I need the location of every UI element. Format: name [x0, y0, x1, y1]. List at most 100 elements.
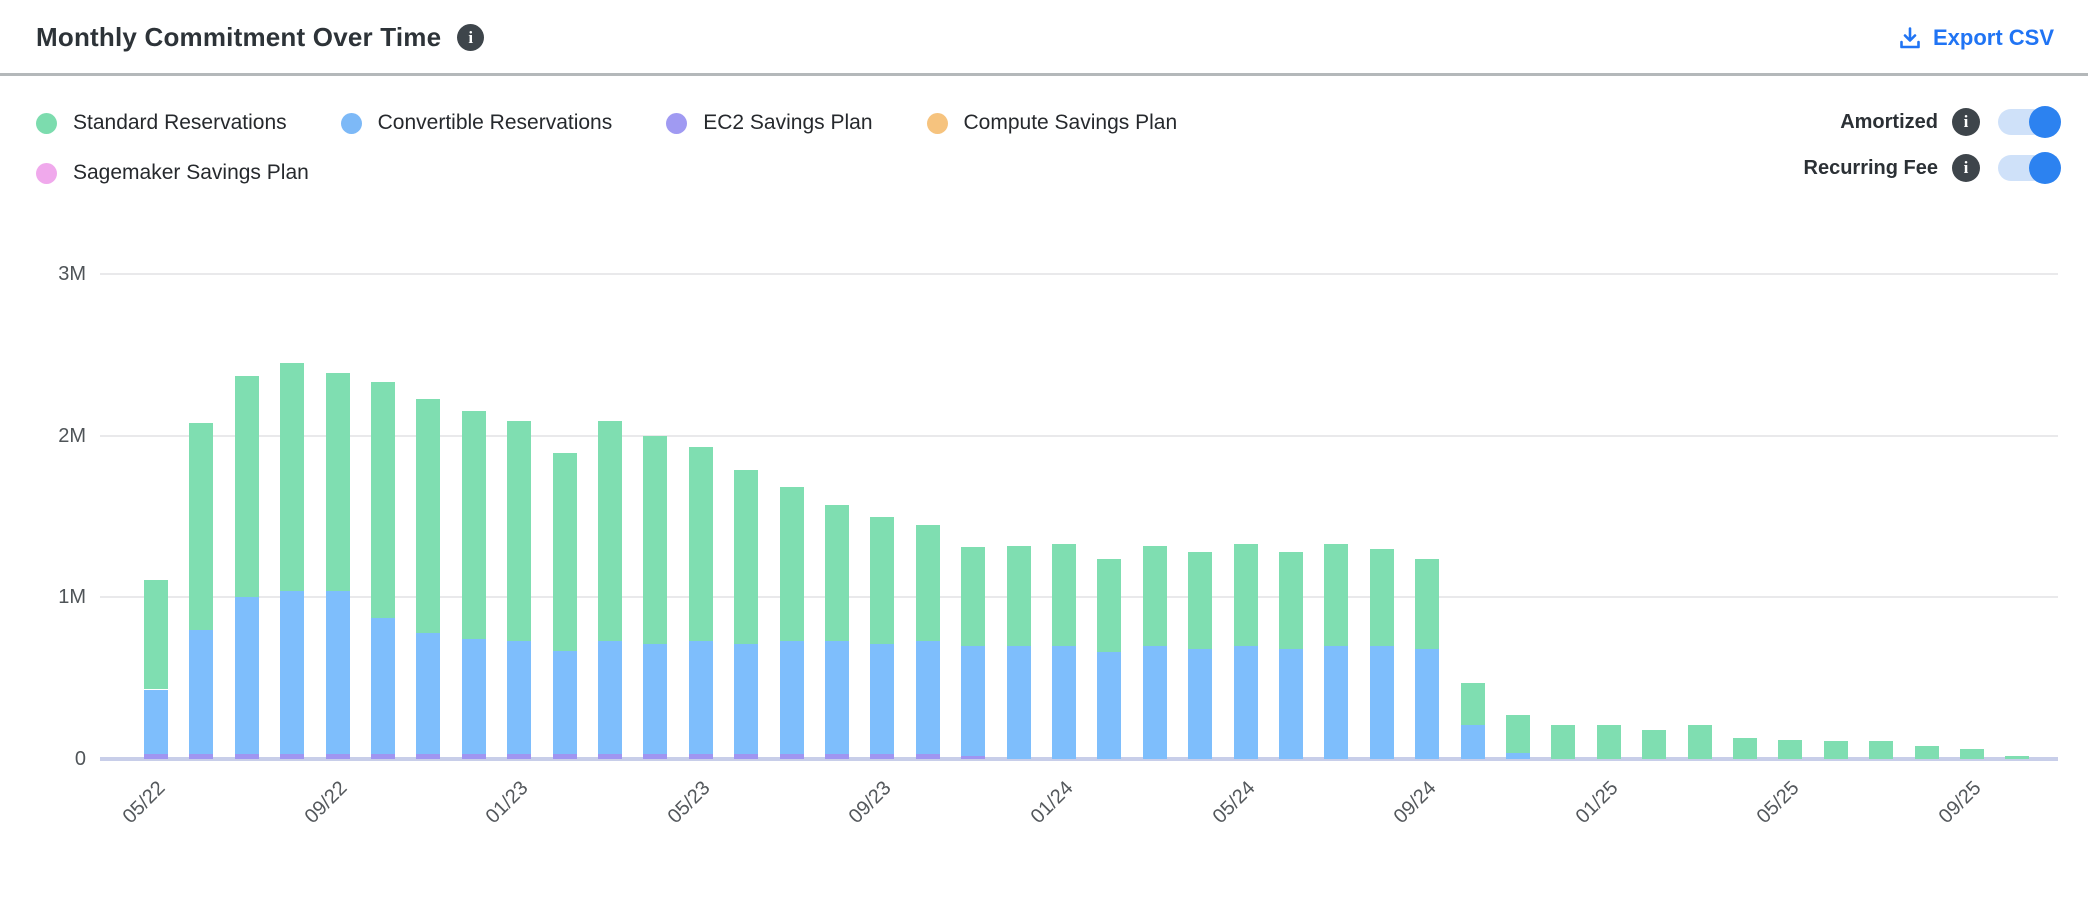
bar-segment — [2005, 755, 2030, 759]
bar-02-25[interactable] — [1642, 274, 1667, 759]
y-axis-tick-2M: 2M — [58, 424, 86, 447]
bar-segment — [1097, 558, 1122, 653]
legend-item-convertible-reservations[interactable]: Convertible Reservations — [340, 106, 612, 140]
bar-segment — [371, 382, 395, 619]
bar-segment — [1551, 725, 1576, 759]
bar-07-25[interactable] — [1869, 274, 1894, 759]
recurring-fee-toggle[interactable] — [1998, 152, 2061, 184]
bar-03-25[interactable] — [1687, 274, 1712, 759]
bar-segment — [416, 754, 441, 759]
toggle-panel: Amortized Recurring Fee — [1804, 106, 2061, 184]
commitment-chart: 05/22 09/22 01/23 05/23 09/23 01/24 05/24 09/24… — [0, 214, 2088, 874]
legend-label: EC2 Savings Plan — [703, 111, 873, 134]
bar-04-25[interactable] — [1733, 274, 1757, 759]
bar-11-22[interactable] — [416, 274, 441, 759]
bar-07-23[interactable] — [779, 274, 804, 759]
bar-segment — [688, 641, 713, 755]
bar-02-23[interactable] — [552, 274, 577, 759]
convertible-reservations-dot-icon — [340, 112, 362, 134]
legend-item-sagemaker-savings-plan[interactable]: Sagemaker Savings Plan — [36, 156, 309, 190]
bar-segment — [1097, 652, 1122, 759]
bar-10-22[interactable] — [371, 274, 395, 759]
bar-segment — [1596, 725, 1621, 759]
bar-10-23[interactable] — [915, 274, 940, 759]
x-axis-tick-05-23: 05/23 — [663, 777, 715, 828]
bar-11-23[interactable] — [961, 274, 986, 759]
bar-12-22[interactable] — [461, 274, 486, 759]
bar-segment — [234, 597, 259, 755]
bar-segment — [507, 754, 532, 759]
y-axis-tick-1M: 1M — [58, 586, 86, 609]
bar-01-24[interactable] — [1052, 274, 1076, 759]
bar-segment — [325, 754, 350, 759]
bar-08-24[interactable] — [1369, 274, 1394, 759]
amortized-toggle[interactable] — [1998, 106, 2061, 138]
bar-segment — [643, 754, 668, 759]
legend-item-compute-savings-plan[interactable]: Compute Savings Plan — [926, 106, 1177, 140]
amortized-toggle-knob — [2029, 106, 2061, 138]
bar-05-23[interactable] — [688, 274, 713, 759]
bar-07-24[interactable] — [1324, 274, 1349, 759]
bar-01-23[interactable] — [507, 274, 532, 759]
bar-09-25[interactable] — [1960, 274, 1984, 759]
bar-segment — [825, 641, 849, 755]
legend-item-standard-reservations[interactable]: Standard Reservations — [36, 106, 287, 140]
bar-segment — [234, 754, 259, 759]
toggle-row-amortized: Amortized — [1804, 106, 2061, 138]
bar-03-23[interactable] — [598, 274, 622, 759]
bar-segment — [734, 754, 759, 759]
bar-02-24[interactable] — [1097, 274, 1122, 759]
bar-06-22[interactable] — [189, 274, 214, 759]
bar-08-25[interactable] — [1914, 274, 1939, 759]
bar-06-25[interactable] — [1823, 274, 1848, 759]
bar-06-24[interactable] — [1279, 274, 1303, 759]
bar-segment — [1823, 741, 1848, 759]
bar-08-23[interactable] — [825, 274, 849, 759]
export-csv-button[interactable]: Export CSV — [1897, 25, 2054, 51]
bar-segment — [1324, 645, 1349, 759]
standard-reservations-dot-icon — [36, 112, 57, 134]
bar-10-25[interactable] — [2005, 274, 2030, 759]
bar-segment — [1188, 649, 1213, 759]
x-axis-tick-01-23: 01/23 — [481, 777, 533, 828]
export-csv-label: Export CSV — [1932, 24, 2054, 50]
bar-03-24[interactable] — [1142, 274, 1167, 759]
bar-05-25[interactable] — [1778, 274, 1803, 759]
bar-09-24[interactable] — [1415, 274, 1440, 759]
bar-04-24[interactable] — [1188, 274, 1213, 759]
gridline-2M — [100, 434, 2058, 437]
bar-07-22[interactable] — [234, 274, 259, 759]
amortized-info-icon[interactable] — [1952, 108, 1980, 136]
bar-segment — [1778, 739, 1803, 759]
bar-segment — [371, 754, 395, 759]
bar-segment — [1233, 544, 1258, 646]
y-axis-tick-3M: 3M — [58, 263, 86, 285]
bar-06-23[interactable] — [734, 274, 759, 759]
bar-segment — [325, 372, 350, 591]
bar-segment — [461, 754, 486, 759]
legend-label: Standard Reservations — [73, 111, 287, 134]
amortized-label: Amortized — [1840, 110, 1938, 133]
bar-01-25[interactable] — [1596, 274, 1621, 759]
recurring-fee-info-icon[interactable] — [1952, 154, 1980, 182]
bar-05-24[interactable] — [1233, 274, 1258, 759]
legend-item-ec2-savings-plan[interactable]: EC2 Savings Plan — [666, 106, 873, 140]
bar-08-22[interactable] — [280, 274, 305, 759]
bar-segment — [280, 362, 305, 591]
bar-04-23[interactable] — [643, 274, 668, 759]
bar-segment — [280, 754, 305, 759]
bar-09-23[interactable] — [870, 274, 895, 759]
bar-12-24[interactable] — [1551, 274, 1576, 759]
page-title: Monthly Commitment Over Time — [36, 22, 442, 52]
bar-09-22[interactable] — [325, 274, 350, 759]
bar-11-24[interactable] — [1506, 274, 1530, 759]
title-info-icon[interactable] — [457, 24, 485, 51]
bar-segment — [870, 516, 895, 645]
bar-segment — [915, 641, 940, 755]
bar-12-23[interactable] — [1006, 274, 1031, 759]
bar-segment — [734, 469, 759, 645]
bar-10-24[interactable] — [1460, 274, 1485, 759]
bar-segment — [1369, 548, 1394, 646]
bar-05-22[interactable] — [144, 274, 168, 759]
bar-segment — [961, 645, 986, 756]
